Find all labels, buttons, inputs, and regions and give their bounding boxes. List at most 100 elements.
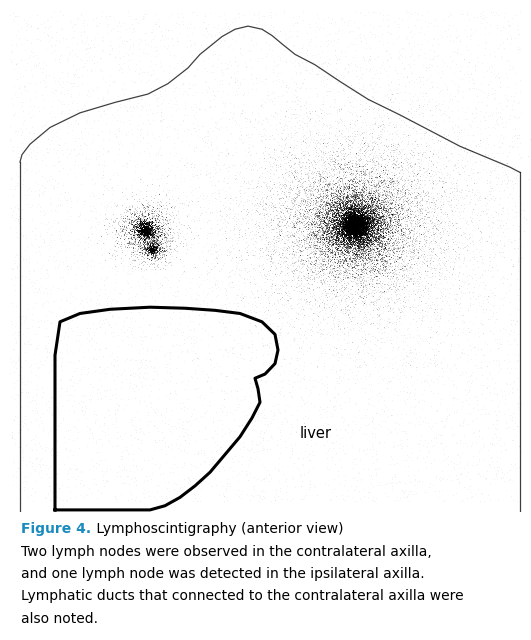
Point — [224, 166, 233, 176]
Point — [419, 396, 428, 406]
Point — [351, 496, 359, 506]
Point — [364, 205, 372, 216]
Point — [330, 228, 339, 238]
Point — [362, 221, 371, 231]
Point — [355, 230, 363, 241]
Point — [304, 199, 312, 209]
Point — [246, 285, 255, 296]
Point — [39, 150, 47, 160]
Point — [363, 244, 372, 254]
Point — [365, 260, 374, 271]
Point — [349, 228, 357, 238]
Point — [376, 212, 384, 223]
Point — [148, 264, 156, 274]
Point — [354, 221, 362, 231]
Point — [384, 20, 392, 30]
Point — [358, 225, 367, 235]
Point — [342, 204, 351, 214]
Point — [352, 197, 361, 207]
Point — [376, 226, 385, 236]
Point — [355, 217, 363, 227]
Point — [356, 218, 365, 228]
Point — [236, 78, 244, 88]
Point — [494, 303, 503, 313]
Point — [433, 157, 441, 167]
Point — [361, 214, 369, 225]
Point — [234, 257, 242, 267]
Point — [382, 108, 391, 118]
Point — [475, 195, 484, 205]
Point — [346, 252, 354, 262]
Point — [301, 169, 309, 179]
Point — [186, 19, 194, 29]
Point — [164, 170, 172, 180]
Point — [352, 214, 361, 224]
Point — [409, 248, 418, 258]
Point — [350, 224, 359, 234]
Point — [355, 251, 363, 261]
Point — [338, 232, 347, 243]
Point — [288, 221, 297, 232]
Point — [439, 197, 447, 207]
Point — [331, 211, 340, 221]
Point — [434, 152, 443, 162]
Point — [359, 237, 367, 248]
Point — [374, 227, 383, 237]
Point — [127, 225, 136, 236]
Point — [369, 104, 378, 114]
Point — [398, 191, 407, 201]
Point — [355, 216, 363, 226]
Point — [383, 180, 392, 190]
Point — [372, 243, 381, 253]
Point — [415, 179, 424, 189]
Point — [336, 210, 345, 220]
Point — [49, 144, 58, 154]
Point — [339, 73, 348, 83]
Point — [139, 219, 147, 229]
Point — [417, 151, 426, 161]
Point — [335, 182, 343, 193]
Point — [354, 223, 362, 233]
Point — [398, 165, 406, 175]
Point — [150, 362, 159, 372]
Point — [404, 58, 413, 68]
Point — [364, 277, 373, 287]
Point — [310, 273, 318, 283]
Point — [322, 200, 330, 210]
Point — [361, 252, 370, 262]
Point — [270, 87, 279, 97]
Point — [386, 84, 394, 94]
Point — [130, 226, 138, 236]
Point — [340, 236, 348, 246]
Point — [441, 416, 450, 426]
Point — [358, 264, 367, 275]
Point — [110, 129, 119, 140]
Point — [351, 257, 359, 268]
Point — [244, 177, 252, 188]
Point — [34, 179, 42, 189]
Point — [364, 223, 372, 234]
Point — [398, 265, 406, 275]
Point — [354, 197, 362, 207]
Point — [88, 229, 96, 239]
Point — [304, 269, 313, 280]
Point — [448, 94, 457, 104]
Point — [365, 54, 374, 64]
Point — [194, 355, 202, 365]
Point — [396, 476, 404, 486]
Point — [226, 342, 235, 352]
Point — [354, 211, 363, 221]
Point — [374, 236, 383, 246]
Point — [201, 170, 210, 180]
Point — [438, 438, 447, 448]
Point — [425, 168, 433, 178]
Point — [59, 307, 68, 317]
Point — [435, 285, 444, 296]
Point — [212, 160, 221, 170]
Point — [324, 241, 332, 251]
Point — [363, 238, 372, 248]
Point — [113, 427, 121, 437]
Point — [150, 236, 158, 246]
Point — [375, 289, 384, 300]
Point — [314, 234, 323, 244]
